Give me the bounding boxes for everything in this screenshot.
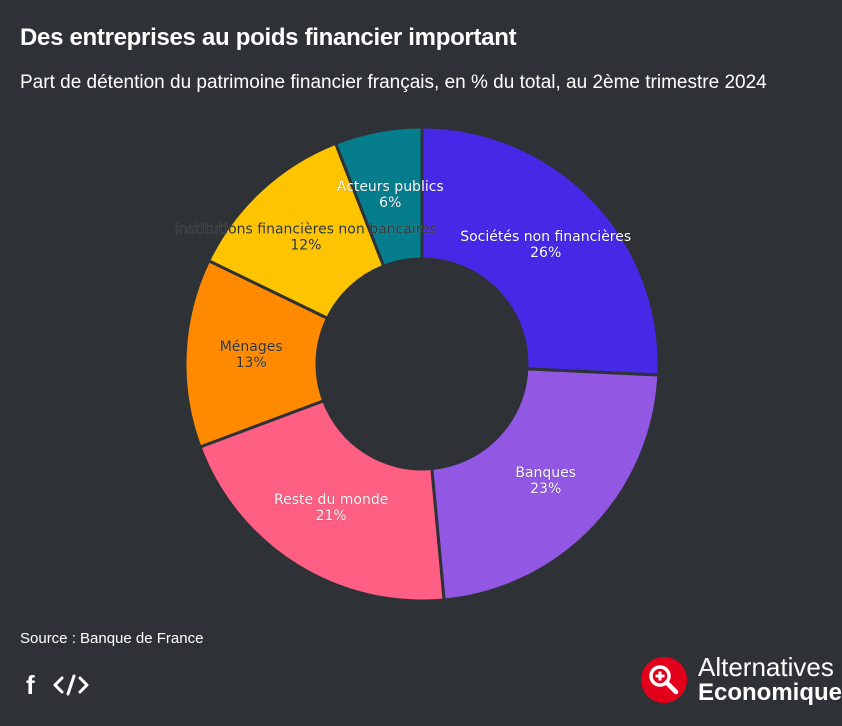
- source-note: Source : Banque de France: [20, 630, 204, 647]
- slice-label-name: Ménages: [220, 339, 283, 355]
- alternatives-economiques-logo[interactable]: Alternatives Economiques: [640, 654, 842, 705]
- share-bar: f: [26, 672, 89, 698]
- facebook-icon[interactable]: f: [26, 670, 35, 700]
- slice-label-name: Acteurs publics: [337, 179, 444, 195]
- magnifier-plus-icon: [641, 656, 687, 703]
- slice-label-value: 26%: [530, 245, 561, 261]
- slice-label-value: 21%: [316, 508, 347, 524]
- code-icon[interactable]: [53, 673, 89, 697]
- slice-societes-non-financieres[interactable]: [420, 125, 661, 377]
- slice-label-value: 13%: [236, 355, 267, 371]
- slice-label-institutions-financieres-non-bancaires: Institutions financières non bancaires12…: [174, 221, 437, 254]
- slice-label-value: 23%: [530, 481, 561, 497]
- slice-acteurs-publics[interactable]: [334, 125, 424, 268]
- logo-text-economiques: Economiques: [698, 679, 842, 706]
- slice-reste-du-monde[interactable]: [198, 399, 446, 603]
- slice-label-name: Institutions financières non bancaires: [175, 221, 437, 237]
- chart-title: Des entreprises au poids financier impor…: [20, 24, 517, 51]
- slice-label-name: Sociétés non financières: [460, 229, 631, 245]
- slice-label-name: Reste du monde: [274, 492, 388, 508]
- slice-label-name: Banques: [515, 465, 576, 481]
- slice-label-value: 12%: [290, 237, 321, 253]
- chart-subtitle: Part de détention du patrimoine financie…: [20, 72, 767, 93]
- slice-banques[interactable]: [430, 367, 661, 602]
- slice-menages[interactable]: [183, 259, 329, 449]
- logo-text-alternatives: Alternatives: [698, 652, 834, 682]
- slice-label-value: 6%: [379, 195, 401, 211]
